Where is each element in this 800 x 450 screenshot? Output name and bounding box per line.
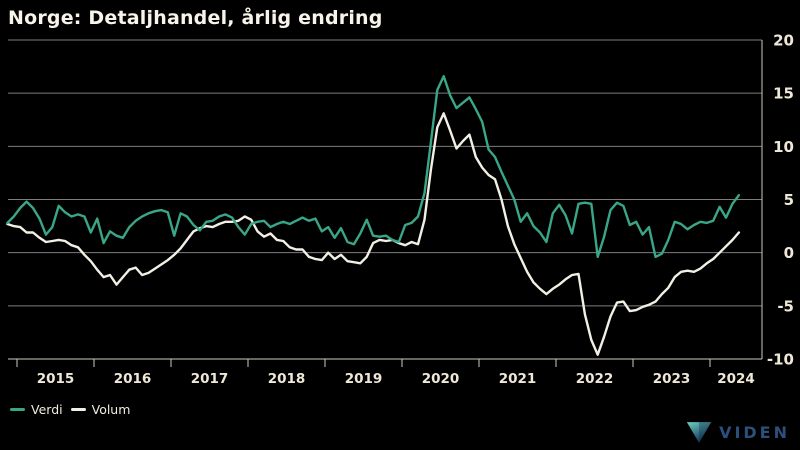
y-axis-label: 10 bbox=[773, 138, 794, 156]
x-axis-label: 2020 bbox=[422, 371, 460, 387]
series-line-verdi bbox=[6, 74, 741, 259]
y-axis-label: 20 bbox=[773, 32, 794, 50]
x-axis-label: 2019 bbox=[345, 371, 383, 387]
viden-triangle-icon bbox=[686, 422, 712, 443]
y-axis-label: -5 bbox=[777, 297, 794, 315]
x-axis-label: 2015 bbox=[37, 371, 75, 387]
legend-label-verdi: Verdi bbox=[31, 402, 63, 417]
y-axis-label: 5 bbox=[784, 191, 794, 209]
legend-label-volum: Volum bbox=[91, 402, 131, 417]
viden-logo-text: VIDEN bbox=[719, 423, 790, 442]
legend-item-verdi: Verdi bbox=[10, 402, 63, 417]
legend-item-volum: Volum bbox=[70, 402, 131, 417]
legend: Verdi Volum bbox=[10, 402, 130, 417]
x-axis-label: 2021 bbox=[499, 371, 537, 387]
chart-title: Norge: Detaljhandel, årlig endring bbox=[8, 7, 383, 29]
x-axis-label: 2023 bbox=[653, 371, 691, 387]
series-line-volum bbox=[6, 112, 741, 356]
x-axis-label: 2024 bbox=[717, 371, 755, 387]
x-axis-label: 2018 bbox=[268, 371, 306, 387]
x-axis-label: 2022 bbox=[576, 371, 614, 387]
y-axis-label: -10 bbox=[767, 351, 794, 369]
x-axis-label: 2017 bbox=[191, 371, 229, 387]
y-axis-label: 15 bbox=[773, 85, 794, 103]
viden-logo: VIDEN bbox=[686, 421, 790, 444]
volum-line-swatch bbox=[70, 408, 86, 411]
y-axis-label: 0 bbox=[784, 244, 794, 262]
verdi-line-swatch bbox=[10, 408, 25, 411]
x-axis-label: 2016 bbox=[114, 371, 152, 387]
